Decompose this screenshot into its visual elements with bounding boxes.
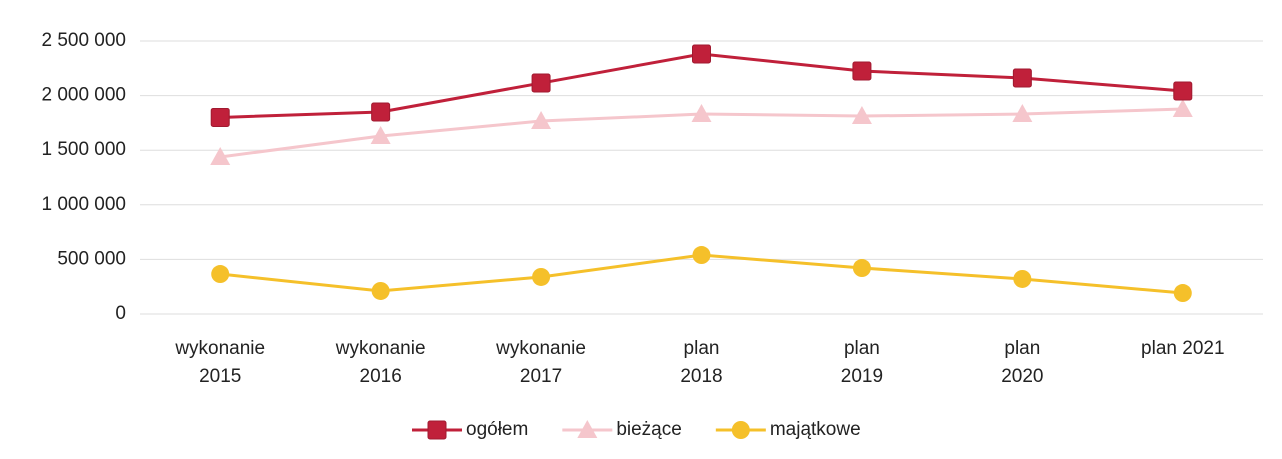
- marker: [692, 246, 711, 265]
- legend-marker: [577, 420, 598, 438]
- y-tick-label: 2 000 000: [41, 85, 126, 106]
- legend-marker: [427, 420, 447, 440]
- marker: [371, 102, 391, 122]
- legend-label: majątkowe: [770, 419, 861, 440]
- y-tick-label: 2 500 000: [41, 30, 126, 51]
- marker: [531, 73, 551, 93]
- marker: [1172, 99, 1193, 118]
- x-tick-label: 2019: [841, 366, 883, 387]
- marker: [1012, 104, 1033, 123]
- legend-label: ogółem: [466, 419, 528, 440]
- x-tick-label: 2017: [520, 366, 562, 387]
- x-tick-label: plan: [844, 338, 880, 359]
- marker: [692, 44, 711, 64]
- marker: [211, 265, 230, 284]
- marker: [370, 126, 391, 145]
- y-tick-label: 1 500 000: [41, 139, 126, 160]
- marker: [1013, 269, 1032, 288]
- marker: [852, 61, 872, 81]
- legend-marker: [731, 421, 750, 439]
- marker: [1173, 81, 1193, 101]
- x-tick-label: wykonanie: [335, 338, 426, 359]
- x-tick-label: plan 2021: [1141, 338, 1224, 359]
- marker: [210, 146, 231, 165]
- y-tick-label: 500 000: [57, 248, 126, 269]
- x-tick-label: 2020: [1001, 366, 1043, 387]
- x-tick-label: 2015: [199, 366, 241, 387]
- x-tick-label: wykonanie: [174, 338, 265, 359]
- y-tick-label: 0: [115, 303, 126, 324]
- marker: [851, 106, 872, 125]
- marker: [852, 259, 871, 278]
- x-tick-label: 2018: [680, 366, 722, 387]
- marker: [371, 281, 390, 300]
- marker: [1012, 68, 1032, 88]
- marker: [691, 104, 712, 123]
- x-tick-label: plan: [1004, 338, 1040, 359]
- x-tick-label: 2016: [360, 366, 402, 387]
- marker: [1173, 284, 1192, 303]
- marker: [531, 111, 552, 130]
- marker: [532, 267, 551, 286]
- legend-label: bieżące: [616, 419, 682, 440]
- y-tick-label: 1 000 000: [41, 194, 126, 215]
- x-tick-label: wykonanie: [495, 338, 586, 359]
- x-tick-label: plan: [684, 338, 720, 359]
- marker: [210, 107, 230, 127]
